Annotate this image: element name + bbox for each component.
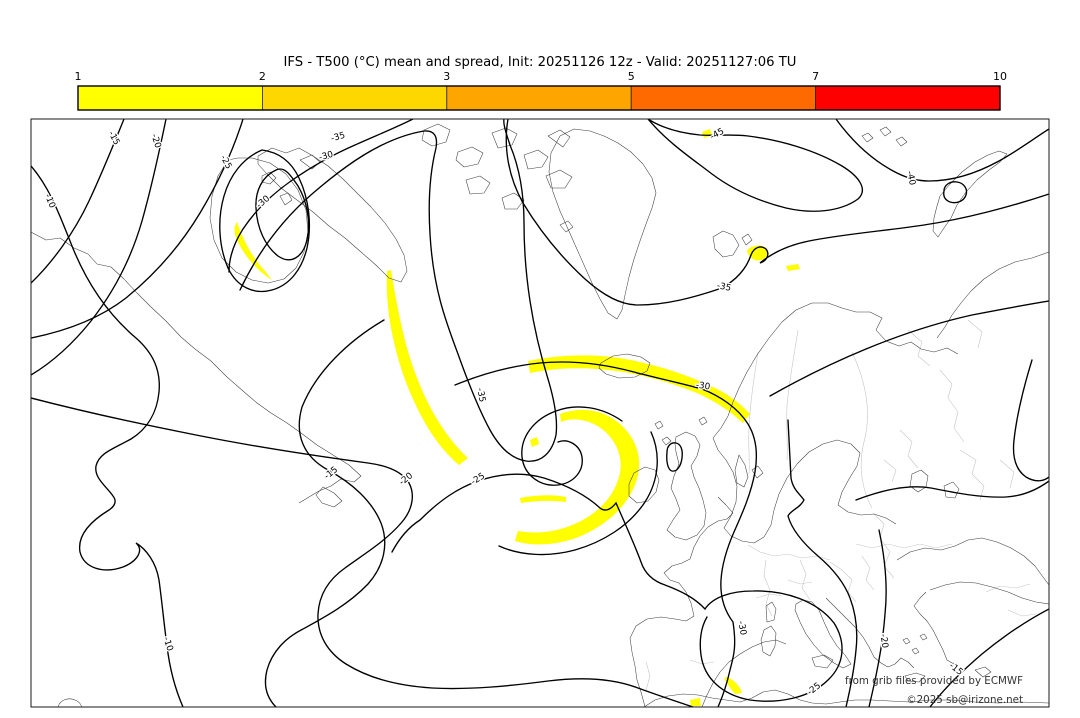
spread-colorbar: 1 2 3 5 7 10 (75, 70, 1007, 111)
colorbar-segment (446, 85, 632, 111)
temperature-contours (31, 119, 1049, 707)
colorbar-tick: 5 (628, 70, 635, 83)
colorbar-segment (815, 85, 1001, 111)
colorbar-segment (630, 85, 817, 111)
contour-label: -20 (878, 633, 890, 649)
coastlines (31, 123, 1049, 707)
page-title: IFS - T500 (°C) mean and spread, Init: 2… (284, 55, 797, 70)
map-frame (30, 118, 1050, 708)
contour-label: -35 (474, 387, 486, 403)
attribution-line-2: ©2025 sb@irizone.net (906, 694, 1023, 706)
attribution-line-1: from grib files provided by ECMWF (845, 675, 1023, 687)
colorbar-frame (77, 85, 1001, 111)
colorbar-tick: 1 (75, 70, 82, 83)
colorbar-tick: 10 (993, 70, 1007, 83)
colorbar-tick: 3 (443, 70, 450, 83)
contour-label: -35 (716, 281, 732, 294)
country-borders (645, 319, 1037, 691)
contour-label: -30 (735, 620, 747, 636)
colorbar-tick: 7 (812, 70, 819, 83)
colorbar-segment (77, 85, 263, 111)
contour-label: -30 (695, 381, 711, 393)
colorbar-tick: 2 (259, 70, 266, 83)
contour-label: -40 (904, 170, 917, 187)
colorbar-segment (261, 85, 448, 111)
